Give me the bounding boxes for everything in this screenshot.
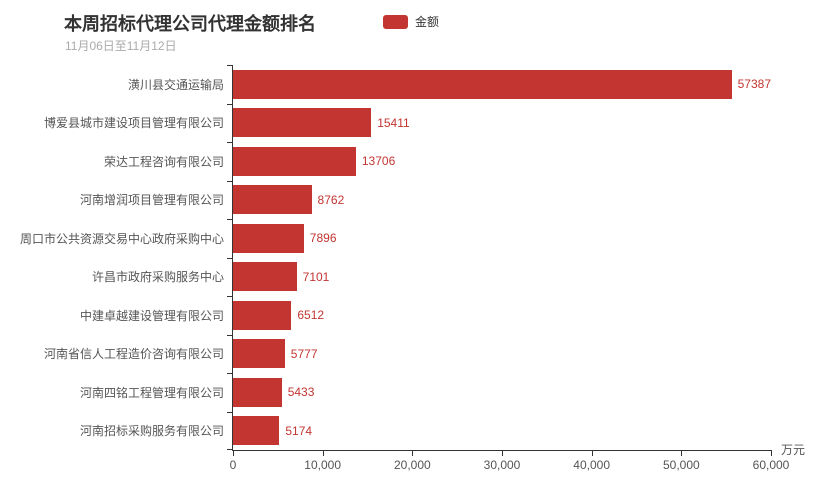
y-axis-tick [227,296,233,297]
category-label: 中建卓越建设管理有限公司 [79,308,224,323]
x-axis-tick [322,450,324,456]
x-axis-tick [771,450,772,456]
category-label: 博爱县城市建设项目管理有限公司 [43,116,224,131]
bar-row: 河南增润项目管理有限公司 8762 [80,181,771,220]
bar-row: 河南招标采购服务有限公司 5174 [80,412,771,451]
category-label: 河南增润项目管理有限公司 [79,193,224,208]
bar[interactable] [233,146,356,176]
y-axis-tick [227,142,233,143]
x-axis-tick-label: 20,000 [393,458,431,472]
bar-row: 荣达工程咨询有限公司 13706 [104,142,771,181]
chart-subtitle: 11月06日至11月12日 [65,39,177,53]
category-label: 周口市公共资源交易中心政府采购中心 [19,231,224,246]
page-title: 本周招标代理公司代理金额排名 [64,14,316,34]
bar[interactable] [233,223,304,253]
y-axis-tick [227,103,233,105]
bar[interactable] [233,108,372,138]
bar-row: 河南省信人工程造价咨询有限公司 5777 [44,335,771,374]
value-label: 5433 [287,385,315,400]
category-label: 河南省信人工程造价咨询有限公司 [43,347,224,362]
category-label: 潢川县交通运输局 [127,77,224,92]
bar-row: 许昌市政府采购服务中心 7101 [92,258,771,297]
category-label: 河南招标采购服务有限公司 [79,424,224,439]
x-axis-tick [233,450,234,456]
bar-row: 潢川县交通运输局 57387 [128,65,771,104]
bar[interactable] [233,377,282,407]
bar-row: 河南四铭工程管理有限公司 5433 [80,373,771,412]
legend-item-amount[interactable]: 金额 [383,13,439,30]
y-axis-tick [227,411,233,413]
bar[interactable] [233,185,312,215]
x-axis-tick-label: 30,000 [483,458,521,472]
category-label: 荣达工程咨询有限公司 [103,154,224,169]
x-axis-tick-label: 60,000 [752,458,790,472]
value-label: 7101 [302,269,330,284]
value-label: 57387 [737,77,771,92]
x-axis-tick [412,450,414,456]
value-label: 7896 [309,231,337,246]
x-axis-tick [502,450,503,456]
x-axis-tick-label: 0 [229,458,237,472]
legend-label: 金额 [415,15,440,29]
value-label: 8762 [317,192,345,207]
y-axis-tick [227,334,233,336]
plot-rows: 潢川县交通运输局 57387 博爱县城市建设项目管理有限公司 15411 荣达工程咨询有… [20,65,771,451]
y-axis-tick [227,257,233,259]
y-axis-tick [227,219,233,220]
y-axis-tick [227,65,233,66]
value-label: 13706 [361,154,396,169]
y-axis-tick [227,180,233,182]
x-axis-tick [591,450,593,456]
bar[interactable] [233,416,280,446]
bar-row: 博爱县城市建设项目管理有限公司 15411 [44,104,771,143]
category-label: 许昌市政府采购服务中心 [91,270,224,285]
bar-row: 中建卓越建设管理有限公司 6512 [80,296,771,335]
plot-area: 潢川县交通运输局 57387 博爱县城市建设项目管理有限公司 15411 荣达工程咨询有… [20,65,805,472]
value-label: 5174 [285,423,313,438]
x-axis-tick-label: 10,000 [304,458,342,472]
bar[interactable] [233,339,285,369]
value-label: 5777 [290,346,318,361]
x-axis-tick-label: 50,000 [662,458,700,472]
value-label: 15411 [377,115,410,130]
bar[interactable] [233,69,732,99]
value-label: 6512 [297,308,325,323]
y-axis-tick [227,449,233,450]
legend-swatch-icon [383,14,408,29]
y-axis-tick [227,373,233,374]
bar[interactable] [233,300,292,330]
x-axis-tick-label: 40,000 [573,458,611,472]
x-axis-unit-label: 万元 [781,443,806,457]
x-axis-tick [681,450,683,456]
bar-row: 周口市公共资源交易中心政府采购中心 7896 [20,219,771,258]
bar[interactable] [233,262,297,292]
category-label: 河南四铭工程管理有限公司 [79,385,224,400]
